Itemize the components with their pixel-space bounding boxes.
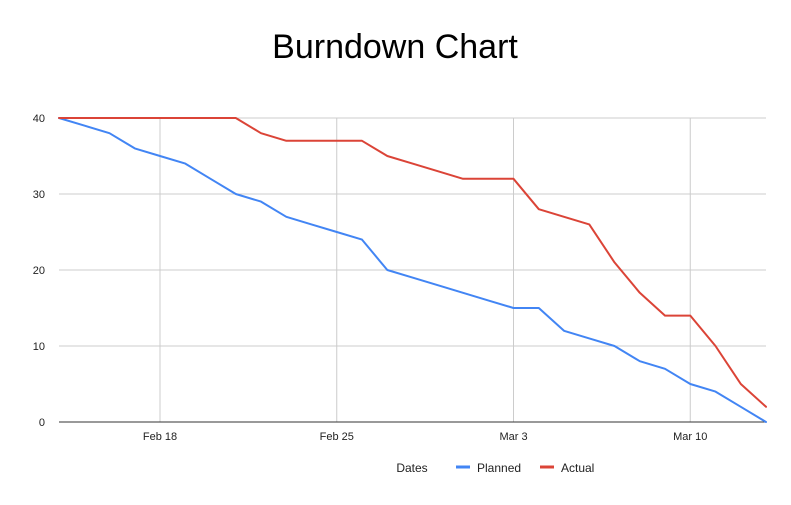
y-tick-label: 20 (33, 265, 45, 277)
series-line-actual (58, 117, 767, 408)
y-tick-label: 10 (33, 341, 45, 353)
x-tick-label: Feb 25 (320, 431, 354, 443)
y-tick-label: 0 (39, 417, 45, 429)
y-tick-label: 30 (33, 189, 45, 201)
x-axis-label: Dates (396, 461, 427, 475)
x-tick-label: Mar 3 (499, 431, 527, 443)
series-line-planned (58, 117, 767, 423)
axis-layer: 0 10 20 30 40 Feb 18 Feb 25 Mar 3 Mar 10 (33, 113, 766, 443)
x-tick-label: Mar 10 (673, 431, 707, 443)
chart-title: Burndown Chart (272, 28, 518, 66)
x-tick-label: Feb 18 (143, 431, 177, 443)
series-layer (58, 117, 767, 423)
legend-label-planned: Planned (477, 461, 521, 475)
legend: Dates Planned Actual (396, 461, 594, 475)
y-tick-label: 40 (33, 113, 45, 125)
legend-label-actual: Actual (561, 461, 594, 475)
